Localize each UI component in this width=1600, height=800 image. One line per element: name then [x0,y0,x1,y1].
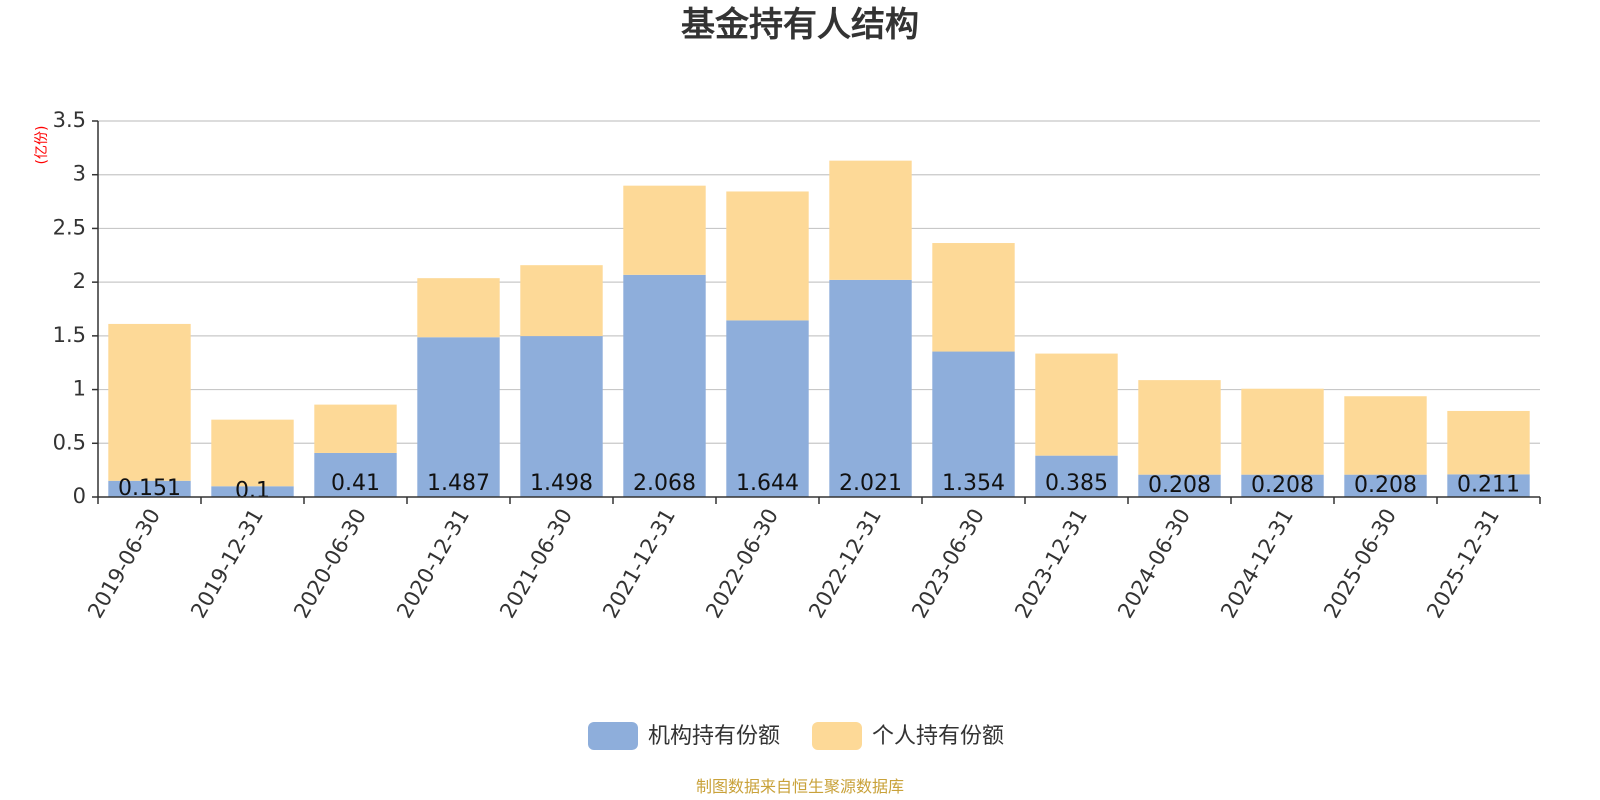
data-label: 0.41 [331,471,380,496]
legend-item-institutional[interactable]: 机构持有份额 [588,722,780,750]
bar-institutional[interactable] [417,337,500,497]
legend-swatch-individual [812,722,862,750]
bar-individual[interactable] [108,323,191,481]
bar-institutional[interactable] [1138,474,1221,497]
bar-institutional[interactable] [1241,474,1324,497]
bars [108,160,1530,497]
data-label: 1.354 [942,471,1005,496]
x-tick-label: 2021-06-30 [495,505,577,623]
bar-institutional[interactable] [829,279,912,497]
bar-institutional[interactable] [726,320,809,497]
x-tick-label: 2021-12-31 [598,505,680,623]
data-label: 1.487 [427,471,490,496]
bar-individual[interactable] [623,185,706,275]
bar-individual[interactable] [314,404,397,453]
bar-individual[interactable] [726,191,809,321]
x-tick-label: 2022-06-30 [701,505,783,623]
x-tick-label: 2025-12-31 [1422,505,1504,623]
bar-institutional[interactable] [623,274,706,497]
x-tick-label: 2025-06-30 [1319,505,1401,623]
x-tick-label: 2019-12-31 [186,505,268,623]
grid-lines [98,120,1540,444]
x-tick-label: 2020-12-31 [392,505,474,623]
bar-institutional[interactable] [1447,474,1530,497]
x-tick-label: 2024-06-30 [1113,505,1195,623]
y-tick-label: 1.5 [53,323,86,347]
legend-label-institutional: 机构持有份额 [648,724,780,749]
legend-item-individual[interactable]: 个人持有份额 [812,722,1004,750]
bar-individual[interactable] [1138,380,1221,475]
x-tick-label: 2024-12-31 [1216,505,1298,623]
data-labels: 0.151 0.1 0.41 1.487 1.498 2.068 1.644 2.021 1.3… [118,471,1520,504]
x-tick-labels: 2019-06-30 2019-12-31 2020-06-30 2020-12-31… [83,505,1504,623]
bar-institutional[interactable] [211,486,294,497]
bar-individual[interactable] [932,243,1015,352]
legend: 机构持有份额 个人持有份额 [588,722,1004,750]
x-tick-label: 2023-12-31 [1010,505,1092,623]
data-label: 0.208 [1354,473,1417,498]
bar-institutional[interactable] [520,336,603,497]
data-label: 0.211 [1457,473,1520,498]
y-axis-unit: (亿份) [34,126,50,165]
y-tick-label: 0.5 [53,430,86,454]
bar-institutional[interactable] [932,351,1015,497]
bar-individual[interactable] [1241,388,1324,475]
legend-swatch-institutional [588,722,638,750]
axes [92,120,1541,504]
data-label: 0.385 [1045,471,1108,496]
source-note: 制图数据来自恒生聚源数据库 [696,777,904,796]
y-tick-label: 3 [73,162,86,186]
bar-individual[interactable] [829,160,912,280]
legend-label-individual: 个人持有份额 [872,724,1004,749]
y-tick-labels: 0 0.5 1 1.5 2 2.5 3 3.5 [53,108,86,508]
bar-institutional[interactable] [314,452,397,497]
bar-individual[interactable] [520,265,603,337]
x-tick-label: 2022-12-31 [804,505,886,623]
bar-individual[interactable] [1447,410,1530,475]
data-label: 0.208 [1251,473,1314,498]
y-tick-label: 2.5 [53,215,86,239]
y-tick-label: 1 [73,377,86,401]
bar-institutional[interactable] [1035,455,1118,497]
bar-individual[interactable] [417,278,500,338]
bar-institutional[interactable] [1344,474,1427,497]
data-label: 2.021 [839,471,902,496]
bar-individual[interactable] [1035,353,1118,456]
y-tick-label: 0 [73,484,86,508]
data-label: 0.1 [235,479,270,504]
bar-individual[interactable] [211,419,294,487]
x-tick-label: 2019-06-30 [83,505,165,623]
chart-title: 基金持有人结构 [681,5,919,45]
y-tick-label: 3.5 [53,108,86,132]
x-tick-label: 2020-06-30 [289,505,371,623]
data-label: 1.498 [530,471,593,496]
bar-institutional[interactable] [108,480,191,497]
x-tick-label: 2023-06-30 [907,505,989,623]
bar-individual[interactable] [1344,396,1427,475]
data-label: 1.644 [736,471,799,496]
y-tick-label: 2 [73,269,86,293]
data-label: 0.208 [1148,473,1211,498]
data-label: 2.068 [633,471,696,496]
